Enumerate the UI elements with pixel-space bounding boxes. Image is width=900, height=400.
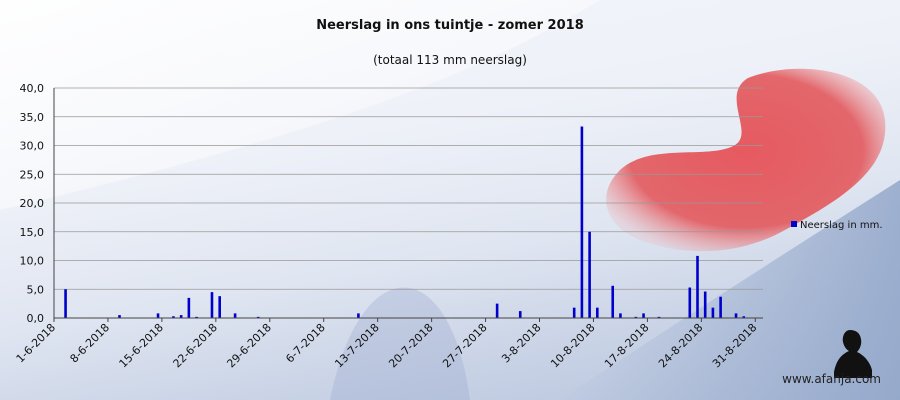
- legend-swatch: [791, 221, 797, 227]
- x-axis-tick-marks: [53, 318, 756, 322]
- y-tick-label: 10,0: [20, 255, 45, 268]
- silhouette-icon: [834, 330, 872, 378]
- bar: [642, 313, 645, 318]
- x-tick-label: 29-6-2018: [224, 321, 273, 370]
- bar: [657, 316, 661, 318]
- bar: [195, 316, 198, 318]
- bar: [596, 307, 599, 318]
- background-light-band: [0, 0, 600, 210]
- chart-title: Neerslag in ons tuintje - zomer 2018: [316, 18, 584, 33]
- watermark-text: www.afanja.com: [782, 372, 881, 386]
- x-tick-label: 3-8-2018: [499, 321, 544, 366]
- y-tick-label: 15,0: [20, 226, 45, 239]
- x-tick-label: 6-7-2018: [283, 321, 328, 366]
- bar: [611, 285, 615, 318]
- bar: [742, 316, 746, 318]
- x-tick-label: 8-6-2018: [68, 321, 113, 366]
- bar: [156, 313, 160, 318]
- bar: [179, 315, 183, 318]
- legend: Neerslag in mm.: [791, 220, 883, 231]
- bar: [233, 313, 237, 318]
- bar: [172, 316, 175, 318]
- bar: [734, 313, 738, 318]
- bar: [696, 255, 699, 318]
- x-tick-label: 22-6-2018: [171, 321, 220, 370]
- heart-shape: [606, 68, 886, 252]
- y-tick-label: 0,0: [27, 312, 45, 325]
- bar: [218, 296, 221, 318]
- legend-label: Neerslag in mm.: [800, 220, 883, 231]
- bar: [210, 292, 214, 318]
- y-tick-label: 40,0: [20, 82, 45, 95]
- bar: [357, 313, 360, 318]
- y-tick-label: 35,0: [20, 111, 45, 124]
- bar: [187, 297, 191, 318]
- chart-subtitle: (totaal 113 mm neerslag): [373, 53, 527, 67]
- bar: [588, 231, 591, 318]
- x-tick-label: 10-8-2018: [548, 321, 597, 370]
- bar: [256, 316, 260, 318]
- background-blue-swoosh: [330, 287, 470, 400]
- y-tick-label: 30,0: [20, 140, 45, 153]
- y-tick-label: 25,0: [20, 168, 45, 181]
- gridlines: [54, 87, 763, 290]
- bar: [688, 287, 692, 318]
- watermark: www.afanja.com: [782, 330, 881, 386]
- bar: [572, 307, 576, 318]
- bar: [118, 315, 121, 318]
- bar: [634, 316, 638, 318]
- x-tick-label: 1-6-2018: [14, 321, 59, 366]
- y-tick-label: 5,0: [27, 283, 45, 296]
- y-tick-label: 20,0: [20, 197, 45, 210]
- background-blue-band: [560, 180, 900, 400]
- bar: [719, 296, 722, 318]
- bar: [703, 291, 707, 318]
- bars: [64, 126, 746, 319]
- bar: [518, 311, 522, 318]
- bar: [64, 289, 67, 318]
- bar: [580, 126, 584, 319]
- bar: [495, 303, 499, 318]
- bar: [711, 307, 715, 318]
- bar: [619, 313, 622, 318]
- x-tick-label: 15-6-2018: [117, 321, 166, 370]
- y-axis-labels: 0,0 5,0 10,0 15,0 20,0 25,0 30,0 35,0 40,0: [20, 82, 45, 325]
